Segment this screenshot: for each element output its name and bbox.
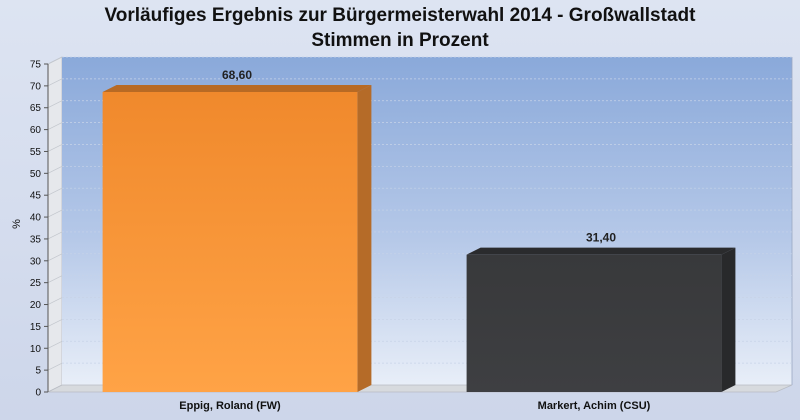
left-wall (47, 56, 63, 393)
y-tick-label: 60 (30, 125, 42, 136)
y-tick-label: 75 (30, 60, 42, 71)
gridline-wall (47, 187, 63, 196)
y-tick-label: 10 (30, 344, 42, 355)
chart-subtitle: Stimmen in Prozent (311, 30, 489, 51)
gridline-wall (47, 297, 63, 305)
gridline-wall (47, 100, 63, 109)
y-axis-ticks: 0 5 10 15 20 25 30 35 40 45 50 55 60 65 70 75 (30, 60, 48, 399)
y-tick-label: 0 (35, 388, 41, 399)
y-tick-label: 50 (30, 169, 42, 180)
y-tick-label: 5 (35, 366, 41, 377)
gridline-wall (47, 231, 63, 240)
gridline-wall (47, 340, 63, 349)
value-labels: 68,60 31,40 (222, 68, 616, 245)
y-tick-label: 25 (30, 278, 42, 289)
y-tick-label: 65 (30, 103, 42, 114)
gridline-wall (47, 275, 63, 283)
gridline-wall (47, 122, 63, 130)
bar-top (466, 247, 736, 255)
gridline-wall (47, 319, 63, 327)
bar (466, 254, 722, 392)
data-label: 31,40 (586, 231, 616, 245)
y-tick-label: 40 (30, 213, 42, 224)
y-tick-label: 35 (30, 234, 42, 245)
bar-side (357, 84, 372, 393)
category-labels: Eppig, Roland (FW) Markert, Achim (CSU) (179, 400, 650, 412)
bar (102, 91, 358, 393)
y-tick-label: 20 (30, 300, 42, 311)
y-tick-label: 30 (30, 256, 42, 267)
y-tick-label: 55 (30, 147, 42, 158)
y-tick-label: 45 (30, 191, 42, 202)
gridline-wall (47, 166, 63, 174)
gridline-wall (47, 78, 63, 87)
category-label: Markert, Achim (CSU) (538, 400, 651, 412)
bars (102, 84, 736, 393)
bar-top (102, 84, 372, 92)
y-tick-label: 70 (30, 81, 42, 92)
data-label: 68,60 (222, 68, 252, 82)
gridline-wall (47, 144, 63, 152)
chart-title: Vorläufiges Ergebnis zur Bürgermeisterwa… (105, 5, 697, 26)
gridline-wall (47, 362, 63, 371)
bar-side (721, 247, 736, 392)
y-axis-label: % (11, 219, 23, 229)
gridline-wall (47, 56, 63, 65)
category-label: Eppig, Roland (FW) (179, 400, 281, 412)
gridline-wall (47, 253, 63, 262)
gridline-wall (47, 209, 63, 218)
y-tick-label: 15 (30, 322, 42, 333)
